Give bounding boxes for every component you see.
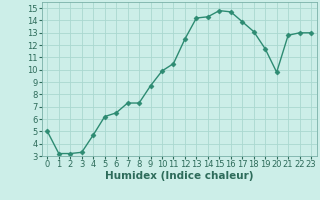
X-axis label: Humidex (Indice chaleur): Humidex (Indice chaleur)	[105, 171, 253, 181]
